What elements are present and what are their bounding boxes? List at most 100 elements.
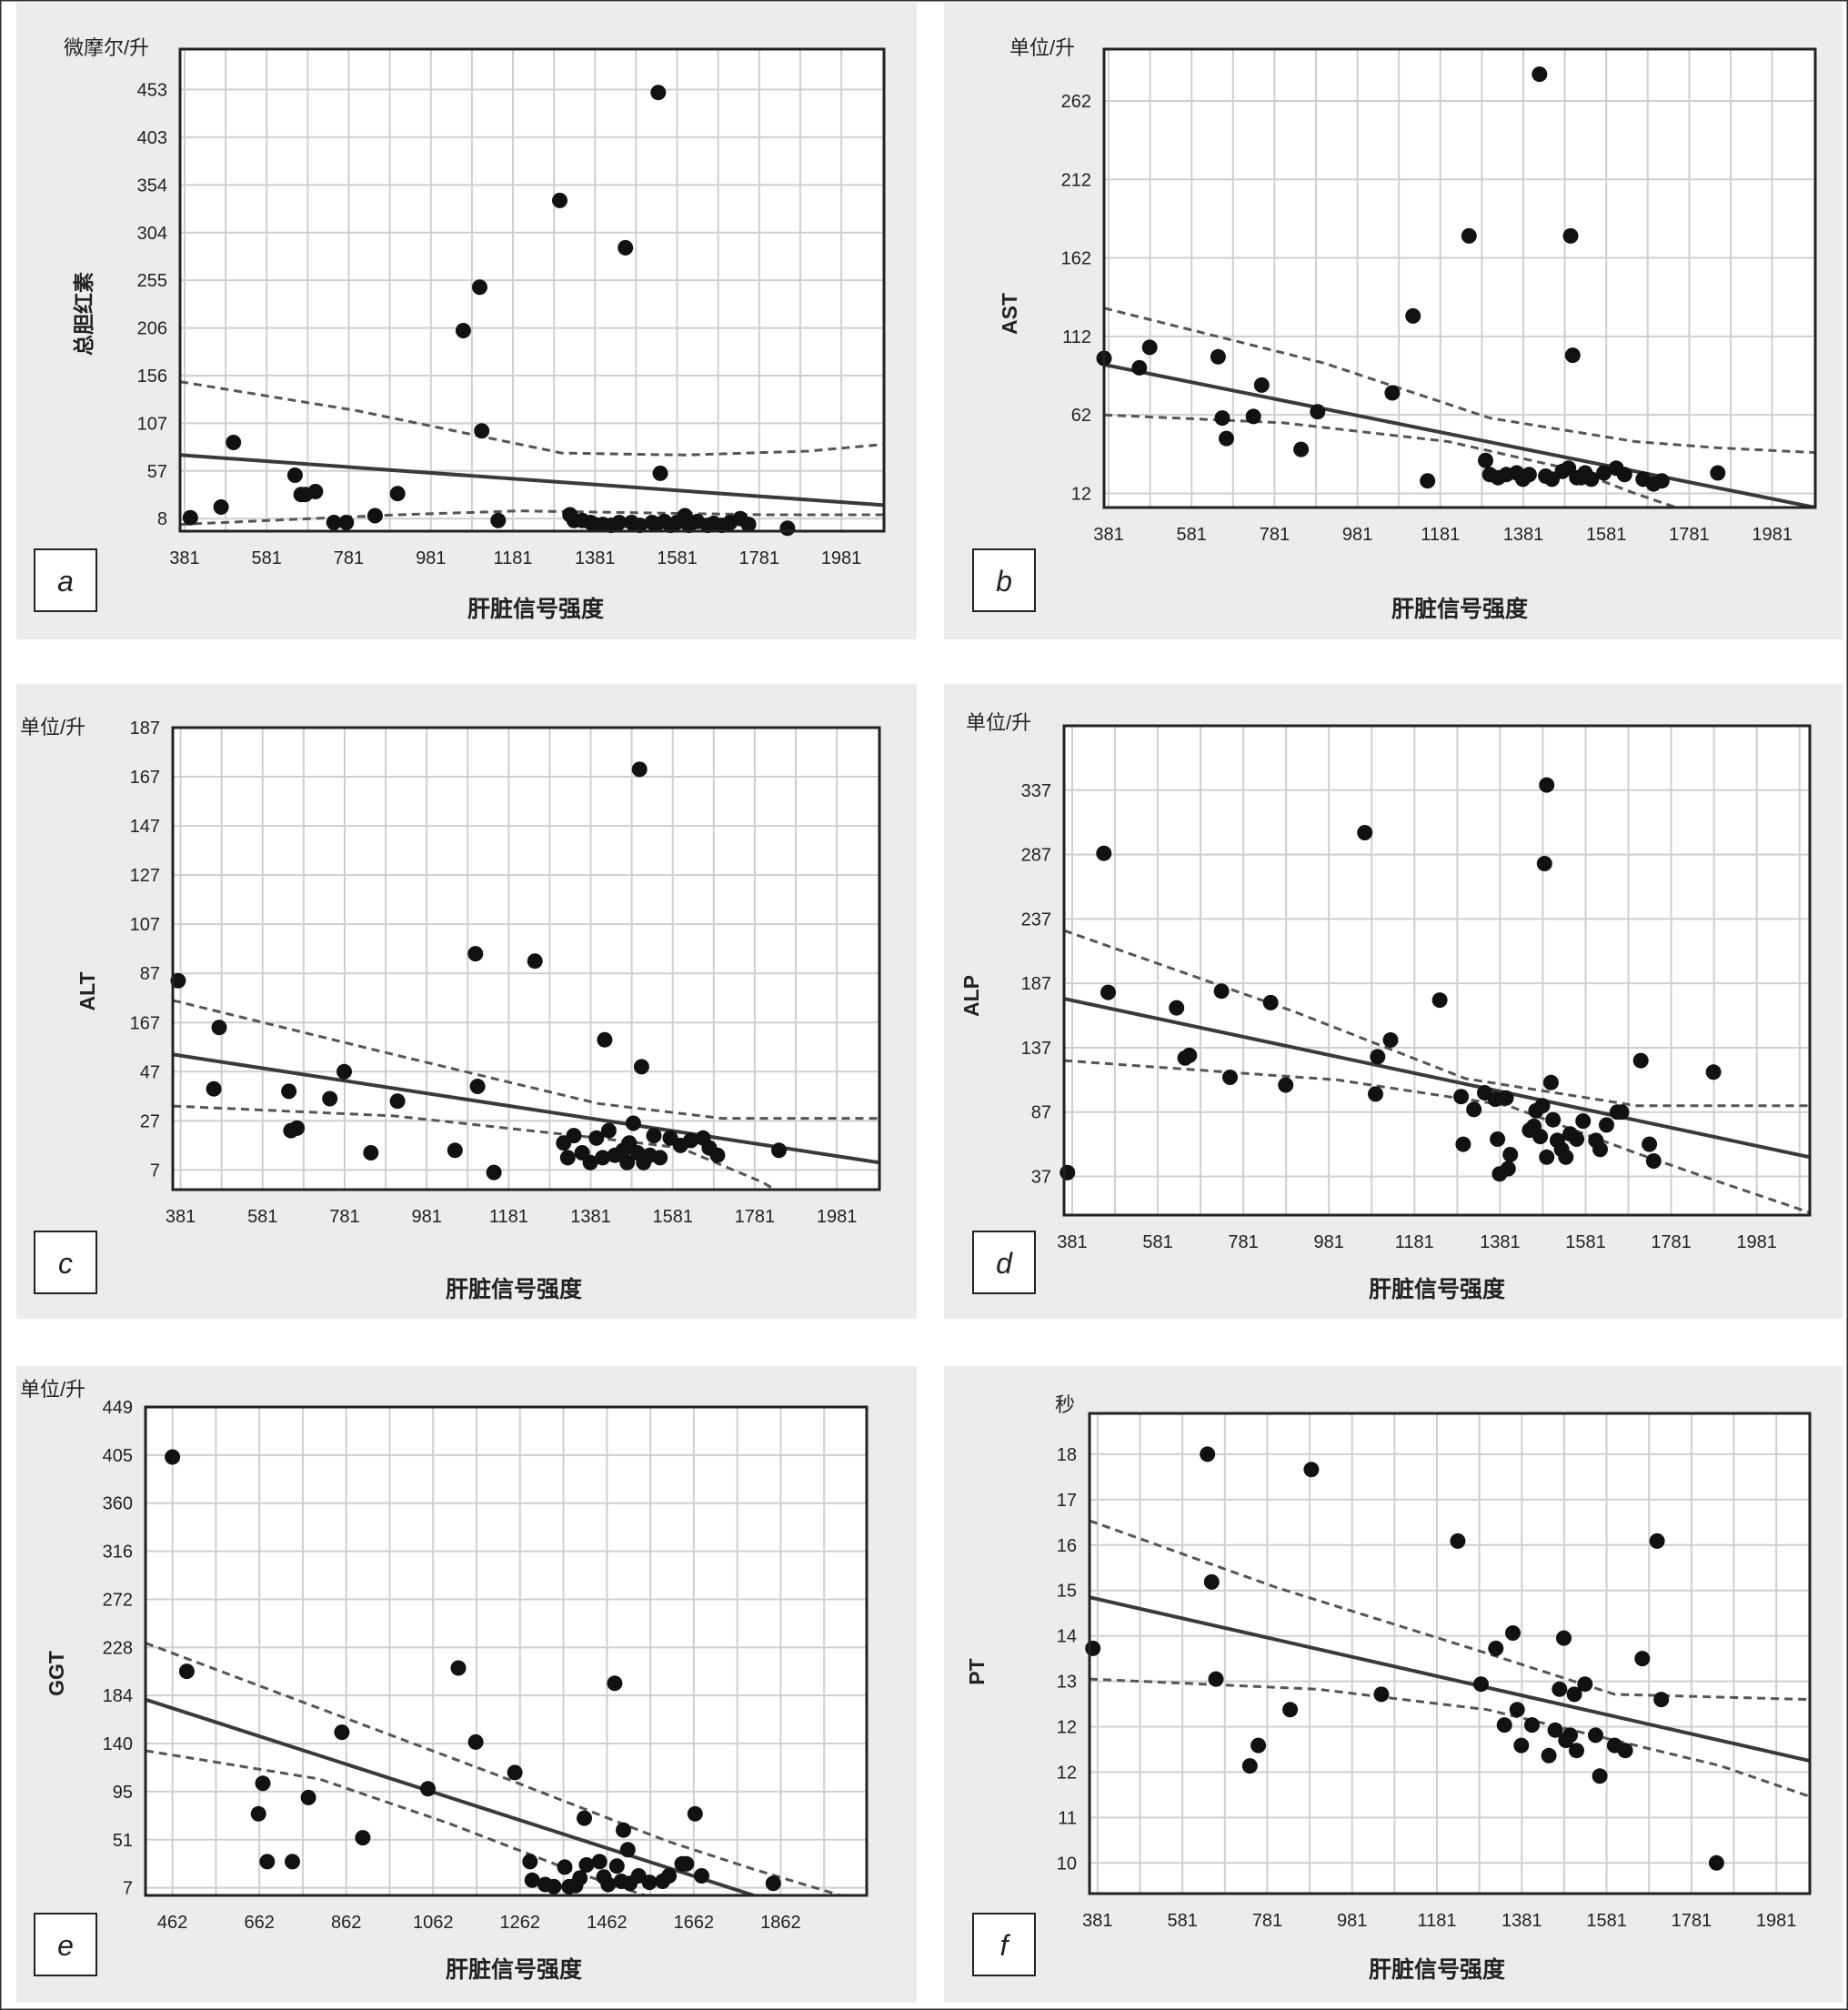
panel-b-x-axis-label: 肝脏信号强度: [1391, 596, 1528, 622]
panel-d-point: [1060, 1164, 1076, 1181]
panel-d-y-tick-label: 137: [1021, 1039, 1051, 1059]
panel-f-point: [1617, 1743, 1633, 1759]
panel-b-point: [1521, 467, 1537, 483]
panel-a-y-tick-label: 8: [157, 509, 167, 529]
panel-e-unit-label: 单位/升: [20, 1378, 85, 1401]
panel-f-point: [1505, 1625, 1521, 1641]
panel-e-point: [300, 1789, 316, 1805]
panel-f-x-tick-label: 1381: [1502, 1911, 1542, 1931]
panel-c-x-tick-label: 1381: [570, 1207, 611, 1227]
panel-f-x-tick-labels: 381 581 781 981 1181 1381 1581 1781 1981: [1082, 1911, 1796, 1931]
panel-d-point: [1599, 1117, 1614, 1133]
panel-e-y-tick-label: 95: [113, 1783, 133, 1803]
panel-a-x-axis-label: 肝脏信号强度: [467, 596, 604, 622]
panel-e-point: [178, 1663, 195, 1680]
panel-b-y-tick-label: 112: [1062, 327, 1091, 347]
panel-b-point: [1214, 410, 1230, 427]
panel-c-x-tick-labels: 381 581 781 981 1181 1381 1581 1781 1981: [166, 1207, 857, 1227]
panel-d-point: [1545, 1111, 1562, 1128]
panel-c-point: [170, 972, 186, 989]
panel-b-x-tick-label: 581: [1177, 525, 1207, 545]
panel-a-x-tick-label: 781: [334, 548, 364, 568]
panel-a-y-tick-label: 304: [137, 224, 167, 244]
panel-f-point: [1588, 1727, 1603, 1744]
panel-e-x-tick-label: 1462: [587, 1913, 628, 1933]
panel-c-point: [709, 1147, 726, 1163]
panel-d-x-tick-label: 1181: [1395, 1232, 1434, 1252]
panel-c-x-axis-label: 肝脏信号强度: [446, 1276, 582, 1302]
panel-a-y-tick-label: 107: [137, 414, 167, 434]
panel-e-point: [420, 1781, 436, 1797]
panel-f: 381 581 781 981 1181 1381 1581 1781 1981 1011121…: [944, 1366, 1843, 2003]
panel-b-point: [1405, 307, 1421, 324]
panel-a-point: [182, 509, 198, 526]
panel-f-point: [1085, 1640, 1101, 1656]
panel-c-y-tick-label: 107: [130, 915, 160, 935]
panel-a-point: [740, 517, 757, 533]
panel-f-plot-frame: [1088, 1412, 1812, 1895]
panel-f-point: [1592, 1768, 1608, 1784]
panel-b-point: [1310, 404, 1326, 420]
panel-d-point: [1645, 1153, 1662, 1169]
panel-e-point: [467, 1734, 484, 1750]
panel-a-point: [472, 279, 487, 296]
panel-e-point: [259, 1854, 276, 1870]
panel-e-point: [619, 1842, 636, 1858]
panel-e-x-tick-label: 1262: [500, 1913, 541, 1933]
panel-d-point: [1613, 1104, 1630, 1121]
panel-e-point: [608, 1858, 625, 1874]
panel-f-x-tick-label: 1781: [1672, 1911, 1712, 1931]
panel-f-point: [1509, 1702, 1525, 1718]
panel-a-y-tick-labels: 8 57 107 156 206 255 304 354 403 453: [137, 81, 167, 530]
panel-d-x-tick-label: 1981: [1736, 1232, 1777, 1252]
panel-c-point: [289, 1120, 306, 1136]
panel-f-point: [1524, 1717, 1540, 1734]
panel-c-y-tick-label: 127: [130, 866, 160, 886]
panel-d-y-tick-labels: 37 87 137 187 237 287 337: [1021, 781, 1051, 1188]
panel-f-point: [1241, 1758, 1258, 1774]
panel-d-ci-upper: [1064, 929, 1810, 1108]
panel-d-point: [1500, 1161, 1516, 1177]
panel-e-x-tick-label: 462: [157, 1913, 187, 1933]
panel-b-point: [1253, 377, 1270, 393]
panel-b-plot-frame: [1102, 47, 1817, 509]
panel-a-point: [474, 423, 490, 439]
panel-d-y-axis-label: ALP: [959, 975, 983, 1017]
panel-e-point: [572, 1870, 588, 1886]
panel-a-point: [632, 518, 648, 534]
panel-e-plot-frame: [144, 1405, 869, 1897]
panel-e-ci-lower: [146, 1749, 646, 1895]
panel-a-point: [338, 515, 355, 530]
panel-e-y-tick-label: 405: [103, 1446, 133, 1466]
panel-e-x-tick-label: 1062: [413, 1913, 454, 1933]
panel-f-point: [1473, 1676, 1489, 1693]
panel-d-y-tick-label: 87: [1031, 1103, 1051, 1123]
panel-b-letter-box: [972, 548, 1036, 612]
panel-b-letter: b: [996, 565, 1012, 598]
panel-f-ci-upper: [1090, 1519, 1810, 1702]
panel-c-x-tick-label: 1581: [652, 1207, 693, 1227]
panel-f-x-tick-label: 1181: [1417, 1911, 1456, 1931]
panel-e-point: [524, 1872, 540, 1888]
panel-e-point: [578, 1857, 595, 1873]
panel-c-point: [281, 1083, 297, 1100]
panel-f-y-tick-label: 13: [1057, 1673, 1077, 1693]
panel-c-y-tick-label: 27: [140, 1111, 160, 1131]
panel-d-y-tick-label: 237: [1021, 910, 1051, 930]
panel-f-point: [1208, 1671, 1224, 1687]
panel-e-regression-line: [146, 1697, 755, 1895]
panel-b-point: [1532, 66, 1548, 83]
panel-c-fit: [173, 1052, 879, 1165]
panel-d-point: [1705, 1064, 1722, 1080]
panel-b-x-tick-labels: 381 581 781 981 1181 1381 1581 1781 1981: [1093, 525, 1793, 545]
panel-f-point: [1203, 1573, 1220, 1590]
panel-e-y-tick-label: 272: [103, 1590, 133, 1610]
panel-e-x-tick-label: 662: [244, 1913, 274, 1933]
panel-c-x-tick-label: 781: [329, 1207, 359, 1227]
panel-c-y-tick-label: 47: [140, 1062, 160, 1082]
panel-b-point: [1141, 339, 1158, 356]
panel-c-confidence-band: [173, 999, 879, 1190]
panel-c-point: [206, 1080, 222, 1097]
panel-f-point: [1569, 1743, 1584, 1759]
panel-b-unit-label: 单位/升: [1009, 36, 1075, 59]
